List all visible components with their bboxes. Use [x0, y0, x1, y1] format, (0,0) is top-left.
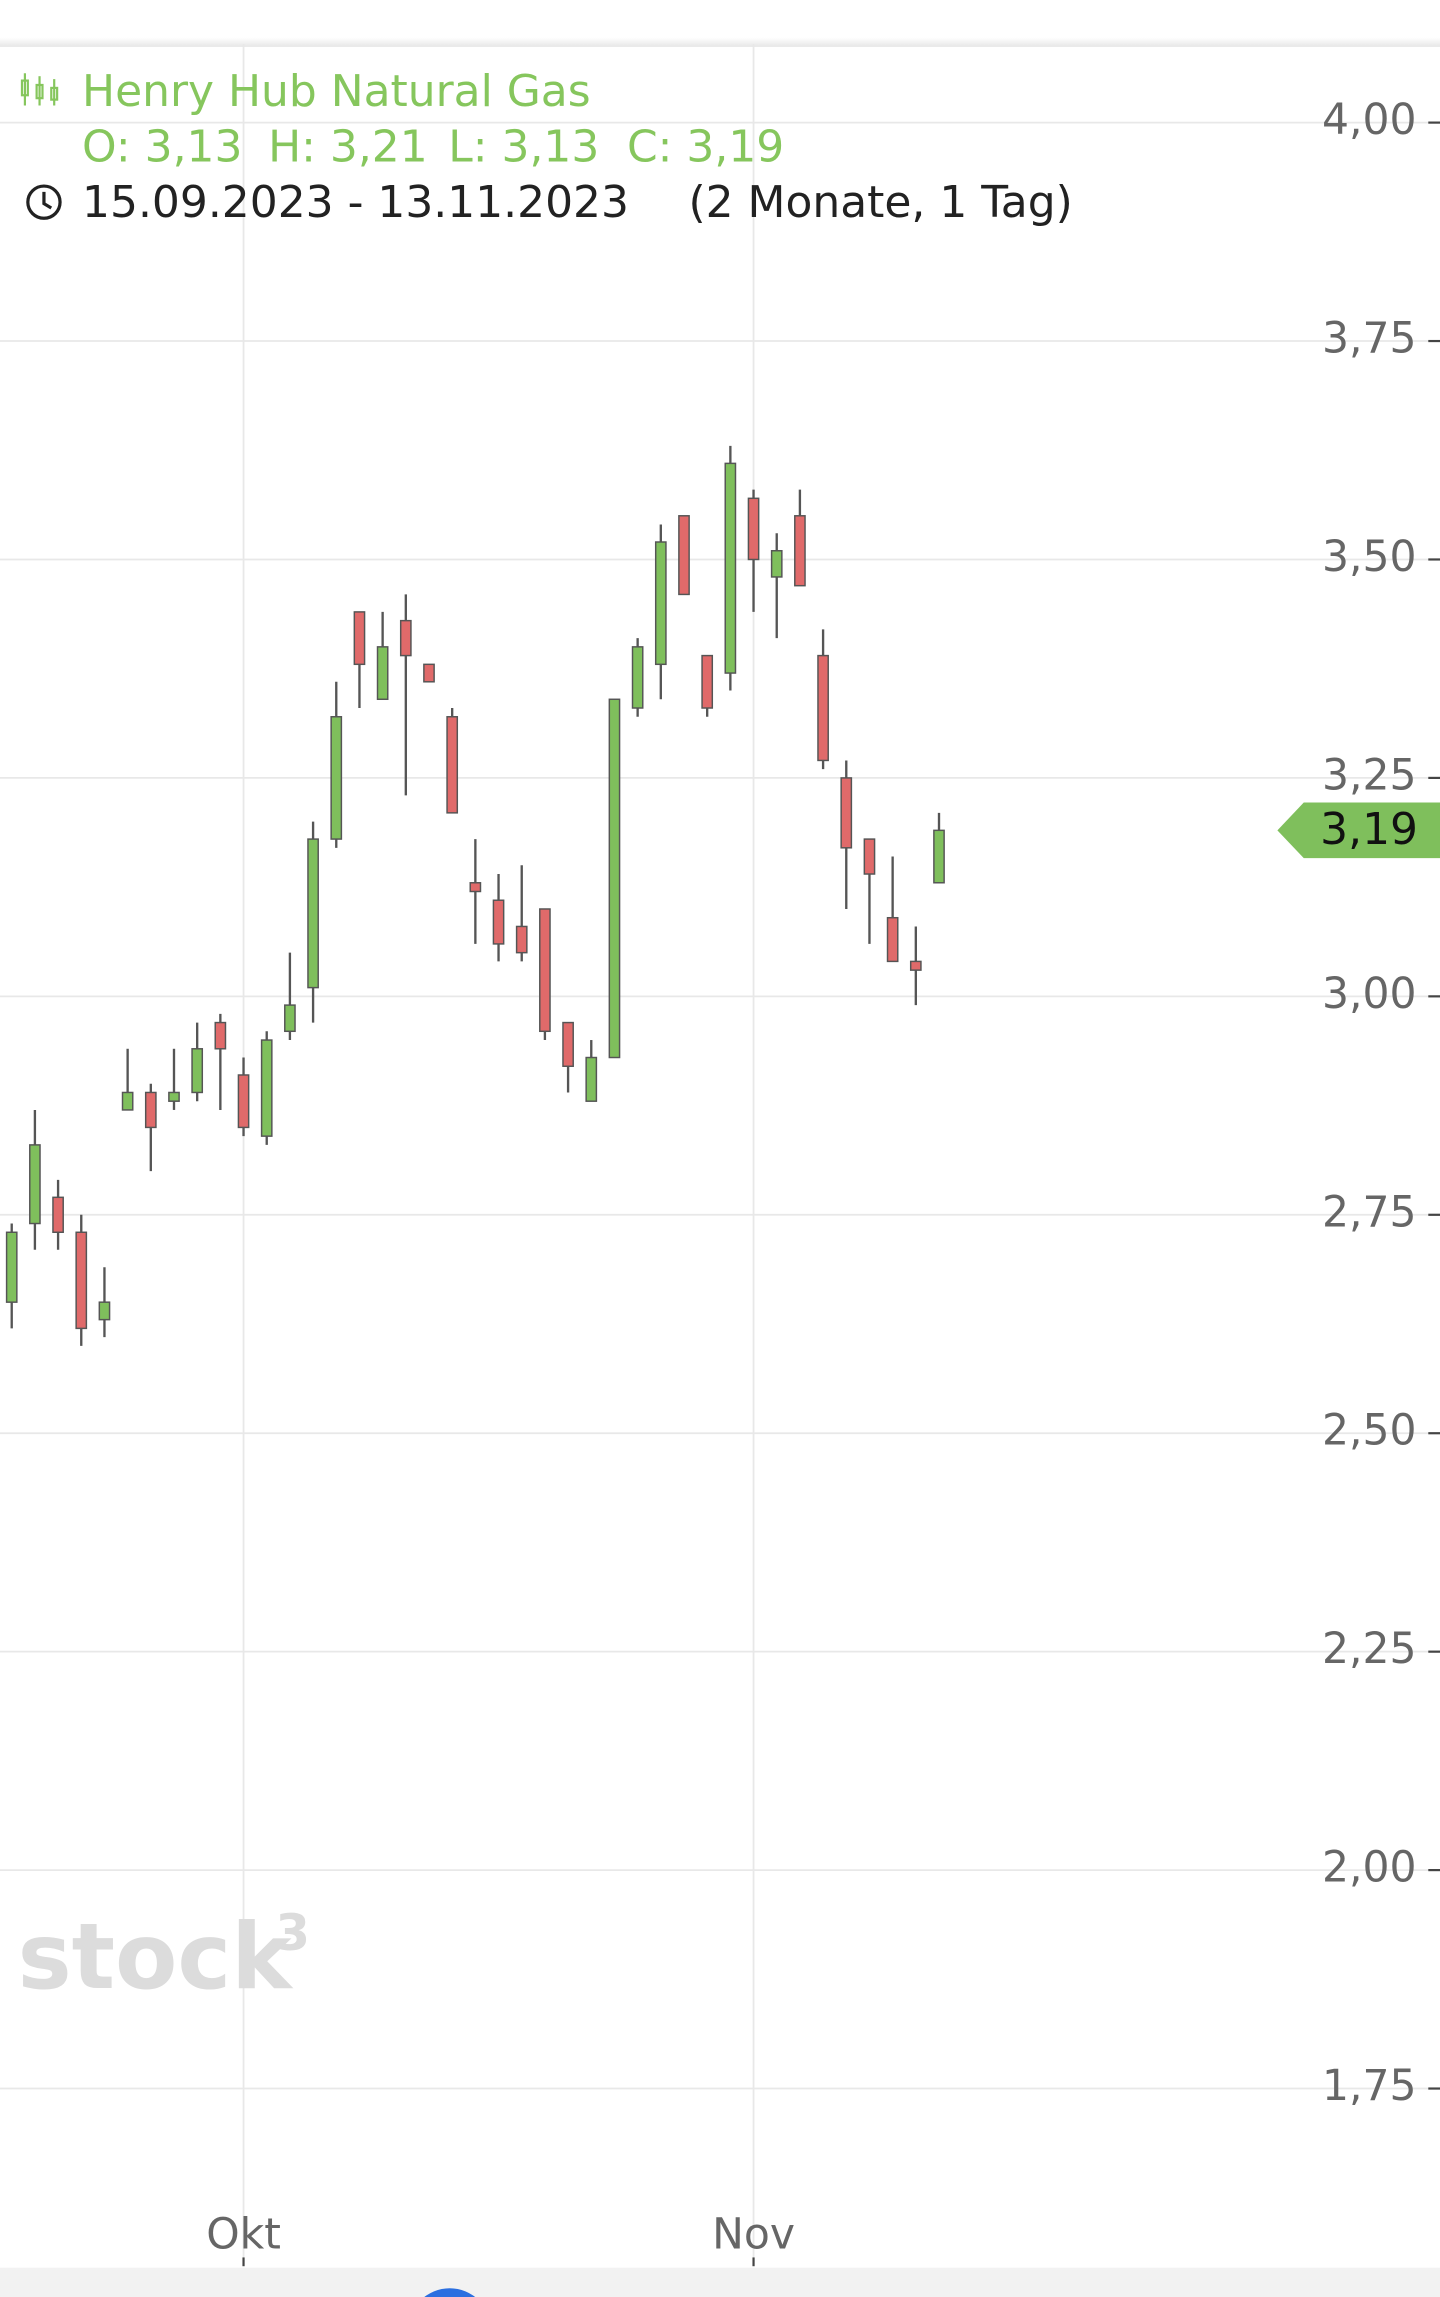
candle-body [330, 716, 343, 840]
bottom-bar [0, 2267, 1440, 2297]
period: (2 Monate, 1 Tag) [689, 177, 1073, 228]
header-icon [20, 73, 59, 106]
candle-body [817, 654, 829, 762]
candle-body [5, 1231, 18, 1303]
candle-body [562, 1021, 574, 1067]
y-tick-label: 3,75 [1322, 315, 1417, 364]
candle-body [353, 611, 366, 666]
candle-body [307, 838, 319, 989]
candle-body [469, 882, 482, 893]
candle-body [237, 1074, 250, 1129]
candle-body [214, 1021, 227, 1050]
candle-body [260, 1039, 273, 1137]
plot-area: 4,00 3,75 3,50 3,25 3,00 2,75 2,50 2,25 2,00 1,75… [0, 43, 1440, 2267]
candle-body [515, 925, 528, 954]
date-range: 15.09.2023 - 13.11.2023 [82, 177, 629, 228]
candle-body [608, 698, 621, 1059]
y-tick-label: 2,25 [1322, 1625, 1417, 1674]
y-tick-label: 1,75 [1322, 2062, 1417, 2111]
candle-body [654, 541, 667, 666]
candle-body [168, 1091, 180, 1102]
candle-body [747, 497, 760, 561]
last-price-tag [1277, 802, 1440, 859]
chart-title: Henry Hub Natural Gas [82, 66, 591, 117]
nav-dot [424, 2288, 476, 2297]
ohlc-label: O: 3,13 [82, 121, 242, 172]
candle-body [678, 515, 690, 596]
y-tick-label: 2,75 [1322, 1188, 1417, 1237]
x-tick-label: Okt [206, 2210, 281, 2259]
candle-body [840, 777, 853, 849]
candle-body [886, 916, 899, 963]
candle-body [52, 1196, 64, 1233]
last-price-label: 3,19 [1320, 804, 1418, 855]
candle-body [75, 1231, 88, 1330]
candle-body [724, 462, 737, 674]
y-tick-label: 4,00 [1322, 96, 1417, 145]
candle-body [585, 1056, 598, 1102]
candle-body [284, 1004, 296, 1033]
clock-icon [26, 184, 62, 220]
candle-body [399, 619, 412, 657]
candle-body [191, 1048, 204, 1094]
x-tick-label: Nov [712, 2210, 795, 2259]
candle-body [144, 1091, 157, 1129]
candle-body [98, 1301, 111, 1321]
candle-body [631, 646, 644, 709]
watermark: stock [18, 1905, 295, 2010]
candle-body [539, 908, 551, 1033]
candle-body [701, 654, 714, 709]
y-tick-label: 3,00 [1322, 970, 1417, 1019]
candle-body [446, 716, 459, 814]
ohlc-label: L: 3,13 [448, 121, 599, 172]
watermark-sup: 3 [275, 1904, 310, 1962]
candle-body [423, 663, 435, 683]
candle-body [770, 550, 783, 578]
candle-body [863, 838, 876, 875]
y-tick-label: 2,50 [1322, 1407, 1417, 1456]
y-tick-label: 3,25 [1322, 751, 1417, 800]
candle-body [794, 515, 806, 587]
candle-body [376, 646, 389, 701]
candle-body [909, 960, 922, 971]
candle-body [492, 899, 505, 945]
candle-body [121, 1091, 134, 1111]
y-tick-label: 2,00 [1322, 1844, 1417, 1893]
candle-body [933, 829, 945, 884]
candle-body [29, 1144, 41, 1225]
top-bar [0, 0, 1440, 47]
y-tick-label: 3,50 [1322, 533, 1417, 582]
ohlc-label: H: 3,21 [268, 121, 428, 172]
ohlc-label: C: 3,19 [627, 121, 784, 172]
